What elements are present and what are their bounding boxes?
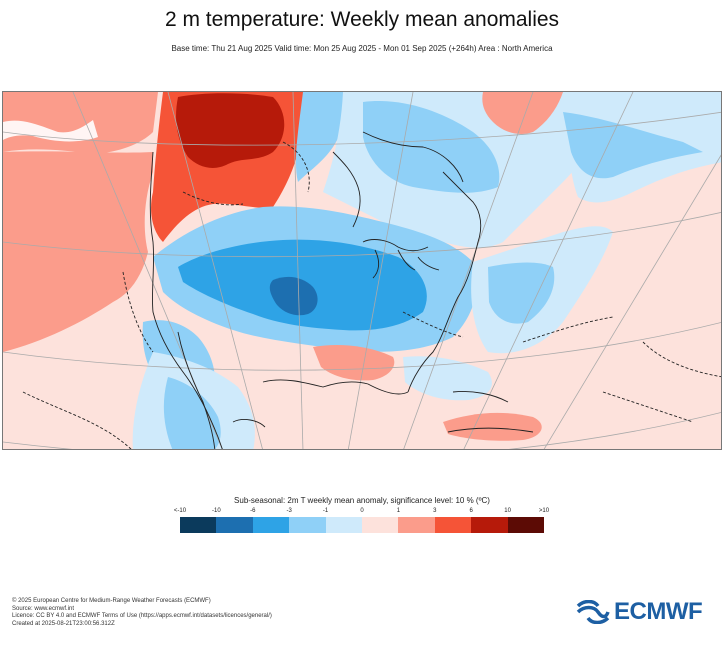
legend-label: 6 <box>469 508 473 514</box>
legend-color-swatch <box>216 517 253 533</box>
mexico-cool-mid <box>163 377 221 449</box>
footer-line: © 2025 European Centre for Medium-Range … <box>12 598 211 604</box>
legend-label: -10 <box>212 508 221 514</box>
legend-color-swatch <box>180 517 217 533</box>
legend-color-swatch <box>362 517 399 533</box>
central-us-dark-cool <box>269 276 318 316</box>
footer-line: Source: www.ecmwf.int <box>12 605 75 612</box>
legend-color-swatch <box>325 517 363 533</box>
footer-line: Created at 2025-08-21T23:00:56.312Z <box>12 620 115 627</box>
canada-cool-band <box>295 92 345 182</box>
legend-label: 3 <box>433 508 437 514</box>
legend-label: -1 <box>322 508 329 514</box>
legend-color-swatch <box>434 517 472 533</box>
ecmwf-logo-text: ECMWF <box>614 598 703 625</box>
chart-title: 2 m temperature: Weekly mean anomalies <box>164 8 560 31</box>
legend-label: >10 <box>538 508 550 514</box>
atlantic-cool-mid <box>488 262 555 324</box>
footer-credits: © 2025 European Centre for Medium-Range … <box>12 598 272 628</box>
footer-line: Licence: CC BY 4.0 and ECMWF Terms of Us… <box>12 613 272 619</box>
legend-label: -3 <box>286 508 292 514</box>
legend-colorbar <box>180 517 545 533</box>
legend-label: 10 <box>504 508 511 514</box>
pacific-neutral-band <box>3 120 98 142</box>
legend-label: 1 <box>396 508 401 514</box>
legend-labels: <-10 -10 -6 -3 -1 0 1 3 6 10 >10 <box>174 508 549 518</box>
legend-label: 0 <box>360 508 364 514</box>
pacific-warm-region <box>3 92 158 352</box>
legend-title: Sub-seasonal: 2m T weekly mean anomaly, … <box>234 496 490 505</box>
gulf-warm-patch <box>313 345 395 381</box>
legend-color-swatch <box>398 517 435 533</box>
legend-color-swatch <box>252 517 290 533</box>
graticule <box>3 92 721 449</box>
legend-color-swatch <box>289 517 326 533</box>
caribbean-warm-patch <box>443 412 542 441</box>
coastlines <box>149 131 534 449</box>
legend-color-swatch <box>471 517 508 533</box>
labrador-cool-mid <box>563 112 703 179</box>
legend-color-swatch <box>507 517 545 533</box>
anomaly-map <box>2 91 722 450</box>
legend-label: <-10 <box>173 508 187 514</box>
ecmwf-logo-icon <box>576 600 610 624</box>
chart-subtitle: Base time: Thu 21 Aug 2025 Valid time: M… <box>171 44 553 53</box>
legend-label: -6 <box>250 508 256 514</box>
significance-contours <box>22 141 721 449</box>
ecmwf-logo: ECMWF <box>576 598 716 626</box>
hudson-cool-mid <box>363 101 500 193</box>
northeast-warm-patch <box>482 92 563 134</box>
northwest-dark-warm-core <box>176 93 285 168</box>
